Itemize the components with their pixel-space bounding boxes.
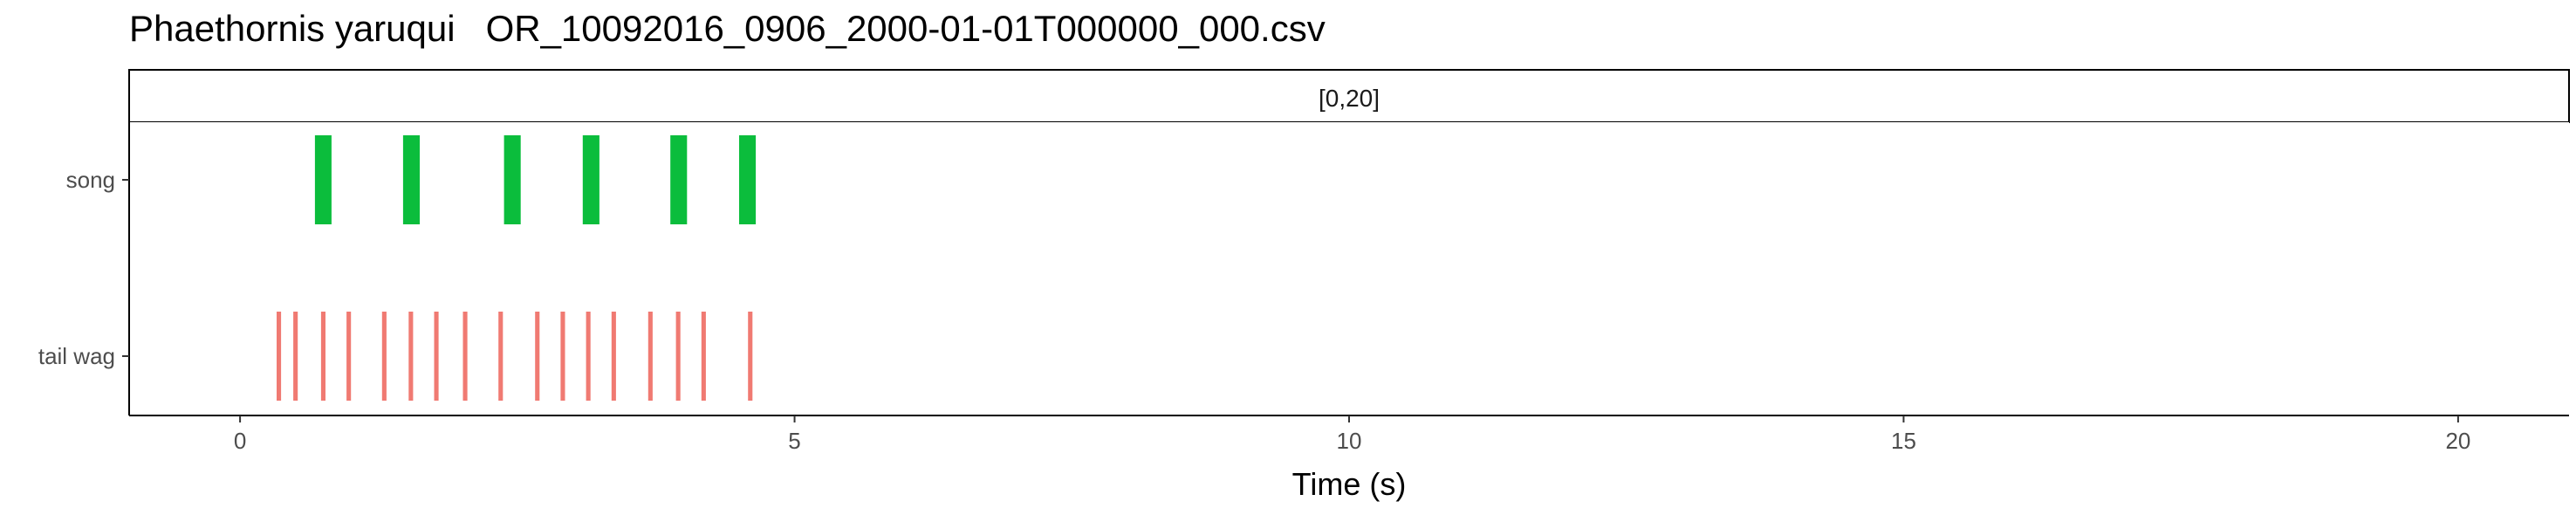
tail-wag-event-5 bbox=[381, 312, 387, 401]
x-tick-label-5: 5 bbox=[788, 428, 800, 454]
song-event-1 bbox=[314, 135, 332, 224]
facet-strip bbox=[128, 69, 2570, 123]
y-tick-label-tail-wag: tail wag bbox=[38, 343, 115, 369]
tail-wag-event-14 bbox=[647, 312, 653, 401]
song-event-5 bbox=[670, 135, 688, 224]
tail-wag-event-2 bbox=[293, 312, 298, 401]
tail-wag-event-11 bbox=[560, 312, 565, 401]
chart-title: Phaethornis yaruqui OR_10092016_0906_200… bbox=[129, 8, 1326, 49]
tail-wag-event-12 bbox=[586, 312, 591, 401]
x-tick-label-15: 15 bbox=[1891, 428, 1916, 454]
tail-wag-event-8 bbox=[462, 312, 468, 401]
tail-wag-event-7 bbox=[434, 312, 439, 401]
tail-wag-event-17 bbox=[748, 312, 753, 401]
tail-wag-event-3 bbox=[320, 312, 325, 401]
tail-wag-event-16 bbox=[701, 312, 706, 401]
x-tick-label-10: 10 bbox=[1337, 428, 1362, 454]
x-axis-title: Time (s) bbox=[1292, 466, 1407, 502]
tail-wag-event-4 bbox=[346, 312, 352, 401]
tail-wag-event-1 bbox=[277, 312, 282, 401]
facet-label: [0,20] bbox=[1319, 85, 1380, 112]
x-tick-label-20: 20 bbox=[2445, 428, 2470, 454]
song-event-4 bbox=[582, 135, 599, 224]
tail-wag-event-10 bbox=[535, 312, 540, 401]
tail-wag-event-15 bbox=[675, 312, 681, 401]
y-tick-label-song: song bbox=[66, 167, 115, 193]
song-event-3 bbox=[504, 135, 521, 224]
tail-wag-event-13 bbox=[611, 312, 616, 401]
tail-wag-event-6 bbox=[408, 312, 414, 401]
plot-panel bbox=[129, 122, 2569, 415]
x-tick-label-0: 0 bbox=[234, 428, 246, 454]
tail-wag-event-9 bbox=[498, 312, 504, 401]
song-event-6 bbox=[739, 135, 757, 224]
song-event-2 bbox=[402, 135, 420, 224]
